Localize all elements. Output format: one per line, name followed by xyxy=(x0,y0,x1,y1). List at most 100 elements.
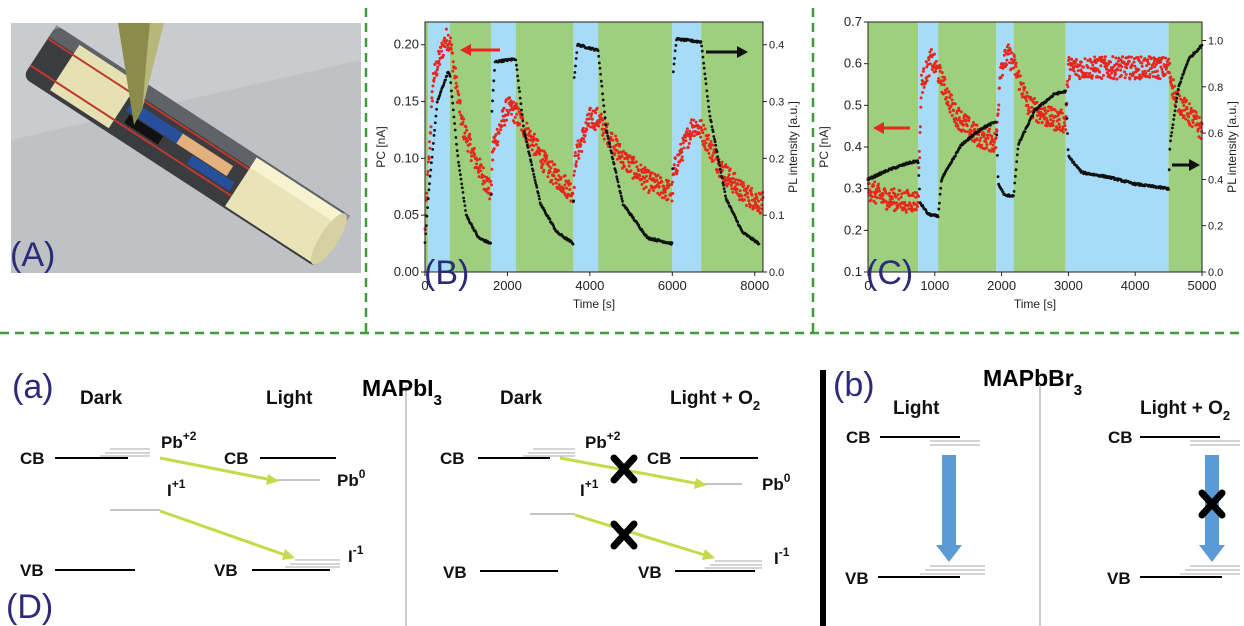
data-point xyxy=(1088,71,1092,75)
data-point xyxy=(749,203,753,207)
data-point xyxy=(1168,61,1172,65)
data-point xyxy=(681,141,685,145)
data-point xyxy=(759,211,763,215)
data-point xyxy=(534,183,538,187)
data-point xyxy=(596,49,600,53)
data-point xyxy=(915,205,919,209)
data-point xyxy=(1156,74,1160,78)
data-point xyxy=(881,191,884,195)
data-point xyxy=(643,166,647,170)
data-point xyxy=(712,135,716,138)
data-point xyxy=(463,131,467,135)
data-point xyxy=(534,153,538,157)
data-point xyxy=(1172,113,1176,117)
y2-tick-label: 0.1 xyxy=(769,210,784,222)
data-point xyxy=(1145,64,1149,68)
data-point xyxy=(1148,73,1152,76)
data-point xyxy=(1113,71,1117,75)
data-point xyxy=(1008,48,1012,52)
data-point xyxy=(1044,116,1048,120)
data-point xyxy=(716,158,720,162)
data-point xyxy=(996,108,1000,112)
data-point xyxy=(692,118,696,122)
data-point xyxy=(729,177,733,181)
data-point xyxy=(610,132,614,136)
series-pc xyxy=(866,43,1204,214)
data-point xyxy=(608,145,612,149)
data-point xyxy=(682,146,686,150)
data-point xyxy=(1136,76,1140,80)
data-point xyxy=(1153,65,1157,69)
data-point xyxy=(930,68,934,71)
data-point xyxy=(571,242,575,246)
data-point xyxy=(446,33,450,37)
data-point xyxy=(997,103,1001,107)
data-point xyxy=(1181,72,1185,76)
data-point xyxy=(552,225,556,228)
data-point xyxy=(529,160,533,164)
data-point xyxy=(1190,125,1194,129)
data-point xyxy=(916,159,919,163)
data-point xyxy=(457,160,460,164)
data-point xyxy=(433,62,437,66)
data-point xyxy=(881,194,885,198)
data-point xyxy=(1064,102,1068,106)
pb0-label-1: Pb0 xyxy=(337,467,366,490)
data-point xyxy=(525,121,529,125)
data-point xyxy=(982,132,986,136)
data-point xyxy=(435,100,439,104)
data-point xyxy=(533,175,536,179)
data-point xyxy=(591,122,595,126)
data-point xyxy=(536,138,540,142)
data-point xyxy=(938,192,942,196)
data-point xyxy=(1171,86,1175,90)
data-point xyxy=(641,167,645,171)
data-point xyxy=(699,126,703,130)
data-point xyxy=(526,146,530,149)
data-point xyxy=(517,86,521,90)
data-point xyxy=(1014,174,1017,178)
data-point xyxy=(1162,63,1166,66)
data-point xyxy=(757,242,761,246)
data-point xyxy=(597,124,601,128)
data-point xyxy=(753,197,757,201)
heading-dark-2: Dark xyxy=(500,388,543,409)
data-point xyxy=(632,161,636,165)
data-point xyxy=(741,181,745,185)
data-point xyxy=(661,184,665,188)
data-point xyxy=(576,153,580,157)
data-point xyxy=(640,183,644,186)
data-point xyxy=(1063,121,1066,125)
data-point xyxy=(961,128,965,132)
data-point xyxy=(1018,87,1022,91)
data-point xyxy=(429,131,433,135)
data-point xyxy=(587,117,591,121)
data-point xyxy=(1138,73,1142,77)
band-blue-3 xyxy=(996,22,1014,272)
series-pc xyxy=(423,27,765,232)
data-point xyxy=(1094,61,1098,65)
data-point xyxy=(458,169,462,172)
data-point xyxy=(727,173,731,177)
y2-tick-label: 0.2 xyxy=(769,153,784,165)
data-point xyxy=(657,185,661,189)
data-point xyxy=(726,199,729,203)
data-point xyxy=(1179,97,1183,101)
data-point xyxy=(1123,62,1127,66)
data-point xyxy=(710,125,714,129)
data-point xyxy=(1042,113,1046,117)
data-point xyxy=(1114,56,1118,60)
data-point xyxy=(1064,89,1067,93)
data-point xyxy=(891,197,894,200)
data-point xyxy=(428,140,431,144)
data-point xyxy=(1048,124,1052,128)
data-point xyxy=(473,153,477,157)
data-point xyxy=(550,160,554,164)
data-point xyxy=(1021,95,1025,99)
data-point xyxy=(438,93,442,97)
data-point xyxy=(747,199,751,203)
data-point xyxy=(1032,97,1036,100)
data-point xyxy=(589,114,593,118)
data-point xyxy=(1196,127,1200,131)
data-point xyxy=(672,163,676,167)
